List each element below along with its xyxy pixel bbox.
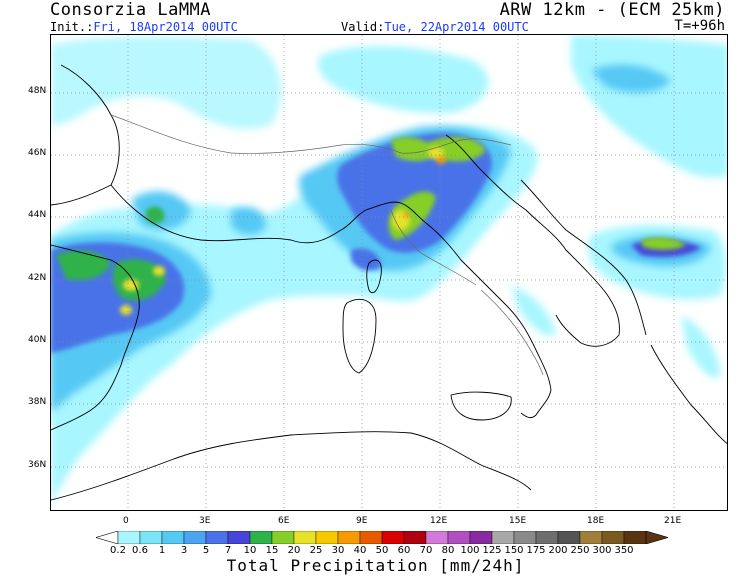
colorbar-cell (293, 531, 317, 544)
colorbar-level-label: 50 (375, 545, 389, 556)
init-value: Fri, 18Apr2014 00UTC (93, 20, 238, 34)
borders (110, 114, 544, 376)
colorbar-level-label: 250 (570, 545, 590, 556)
precip-colorbar (96, 531, 668, 544)
colorbar-cell (161, 531, 185, 544)
colorbar-cell (579, 531, 603, 544)
lat-label-46n: 46N (28, 148, 47, 158)
model-resolution-title: ARW 12km - (ECM 25km) (499, 0, 725, 20)
coastlines (51, 64, 727, 501)
lon-label-0: 0 (123, 516, 129, 526)
colorbar-level-label: 80 (441, 545, 455, 556)
colorbar-cell (601, 531, 625, 544)
colorbar-cell (315, 531, 339, 544)
lon-label-15e: 15E (509, 516, 527, 526)
lon-label-9e: 9E (356, 516, 368, 526)
colorbar-cell (425, 531, 449, 544)
lat-label-38n: 38N (28, 397, 47, 407)
colorbar-cell (535, 531, 559, 544)
lat-label-42n: 42N (28, 273, 47, 283)
colorbar-level-label: 40 (353, 545, 367, 556)
lat-label-36n: 36N (28, 460, 47, 470)
colorbar-cell (227, 531, 251, 544)
valid-value: Tue, 22Apr2014 00UTC (384, 20, 529, 34)
precip-field-max (120, 147, 446, 315)
colorbar-cell (337, 531, 361, 544)
colorbar-level-label: 100 (460, 545, 480, 556)
colorbar-cell (469, 531, 493, 544)
legend-title: Total Precipitation [mm/24h] (226, 556, 525, 575)
lon-label-12e: 12E (430, 516, 448, 526)
init-label: Init.: (50, 20, 94, 34)
lat-label-44n: 44N (28, 210, 47, 220)
colorbar-level-label: 0.6 (132, 545, 148, 556)
colorbar-level-label: 60 (397, 545, 411, 556)
lat-label-48n: 48N (28, 86, 47, 96)
colorbar-level-label: 30 (331, 545, 345, 556)
lon-label-6e: 6E (278, 516, 290, 526)
colorbar-cell (491, 531, 515, 544)
colorbar-level-label: 350 (614, 545, 634, 556)
colorbar-level-label: 20 (287, 545, 301, 556)
map-canvas (51, 35, 727, 510)
valid-time: Valid:Tue, 22Apr2014 00UTC (341, 20, 529, 34)
colorbar-cell (359, 531, 383, 544)
colorbar-cell (623, 531, 647, 544)
colorbar-cell (447, 531, 471, 544)
colorbar-cells (117, 531, 647, 544)
colorbar-level-label: 7 (224, 545, 232, 556)
lon-label-21e: 21E (664, 516, 682, 526)
graticule (51, 35, 727, 510)
colorbar-level-label: 10 (243, 545, 257, 556)
colorbar-level-label: 3 (180, 545, 188, 556)
colorbar-cell (139, 531, 163, 544)
init-time: Init.:Fri, 18Apr2014 00UTC (50, 20, 238, 34)
valid-label: Valid: (341, 20, 385, 34)
forecast-step: T=+96h (674, 18, 725, 34)
colorbar-cell (513, 531, 537, 544)
colorbar-cell (205, 531, 229, 544)
colorbar-cell (557, 531, 581, 544)
colorbar-cell (381, 531, 405, 544)
colorbar-level-label: 175 (526, 545, 546, 556)
colorbar-cell (117, 531, 141, 544)
colorbar-cell (403, 531, 427, 544)
colorbar-cell (249, 531, 273, 544)
lon-label-3e: 3E (199, 516, 211, 526)
colorbar-above-triangle (645, 531, 668, 544)
lon-label-18e: 18E (587, 516, 605, 526)
colorbar-level-label: 15 (265, 545, 279, 556)
colorbar-level-label: 200 (548, 545, 568, 556)
precipitation-map (50, 34, 728, 511)
colorbar-below-triangle (96, 531, 119, 544)
colorbar-level-label: 5 (202, 545, 210, 556)
colorbar-level-label: 0.2 (110, 545, 126, 556)
model-provider-title: Consorzia LaMMA (50, 0, 212, 20)
colorbar-level-label: 300 (592, 545, 612, 556)
colorbar-level-label: 150 (504, 545, 524, 556)
colorbar-level-label: 25 (309, 545, 323, 556)
colorbar-level-label: 125 (482, 545, 502, 556)
lat-label-40n: 40N (28, 335, 47, 345)
colorbar-cell (183, 531, 207, 544)
colorbar-cell (271, 531, 295, 544)
colorbar-level-label: 1 (158, 545, 166, 556)
colorbar-level-label: 70 (419, 545, 433, 556)
